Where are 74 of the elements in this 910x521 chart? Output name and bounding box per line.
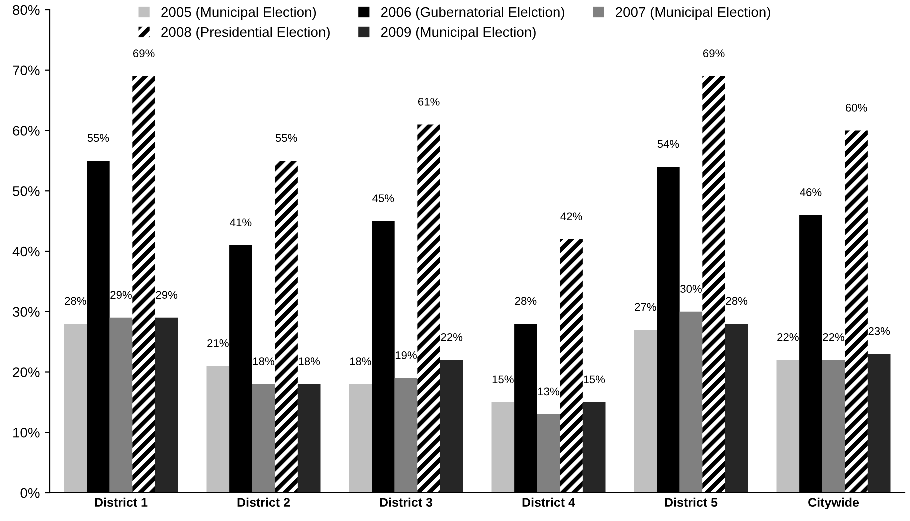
data-label: 60% xyxy=(846,104,868,112)
bar xyxy=(776,360,800,493)
bar xyxy=(132,76,156,493)
legend-label: 2008 (Presidential Election) xyxy=(162,26,330,40)
data-label: 46% xyxy=(800,188,822,196)
data-label: 21% xyxy=(208,339,229,348)
x-tick-label: District 2 xyxy=(238,498,290,508)
data-label: 29% xyxy=(110,291,132,300)
bar xyxy=(582,402,606,493)
bar xyxy=(822,360,846,493)
x-tick-label: Citywide xyxy=(808,498,860,510)
bar xyxy=(64,324,88,493)
bar xyxy=(537,414,560,493)
bar xyxy=(680,312,703,493)
data-label: 23% xyxy=(868,327,890,336)
bar xyxy=(725,324,748,493)
data-label: 22% xyxy=(441,333,463,342)
y-tick-label: 30% xyxy=(13,307,40,318)
x-tick-label: District 5 xyxy=(665,498,718,508)
y-tick-label: 70% xyxy=(13,66,40,76)
data-label: 55% xyxy=(276,134,298,142)
data-label: 69% xyxy=(703,50,725,58)
bar xyxy=(298,384,321,493)
bar xyxy=(868,354,891,493)
data-label: 45% xyxy=(372,194,394,202)
bar xyxy=(702,76,726,493)
y-tick-label: 10% xyxy=(14,428,40,438)
data-label: 18% xyxy=(350,358,372,366)
data-label: 18% xyxy=(253,358,274,366)
bar xyxy=(394,378,418,493)
legend-label: 2007 (Municipal Election) xyxy=(616,7,770,20)
x-tick-label: District 3 xyxy=(380,498,433,508)
bar xyxy=(275,160,298,493)
data-label: 15% xyxy=(492,376,514,384)
data-label: 18% xyxy=(299,358,320,366)
bar xyxy=(349,384,372,493)
data-label: 15% xyxy=(584,376,606,384)
data-label: 41% xyxy=(230,218,252,227)
data-label: 42% xyxy=(560,212,582,221)
bar xyxy=(206,366,230,493)
legend-label: 2006 (Gubernatorial Elelction) xyxy=(382,7,564,20)
data-label: 19% xyxy=(396,352,417,360)
x-tick-label: District 4 xyxy=(522,498,576,508)
bar xyxy=(110,318,133,493)
y-tick-label: 40% xyxy=(12,246,40,257)
y-tick-label: 60% xyxy=(13,126,40,136)
data-label: 29% xyxy=(156,291,178,300)
bar xyxy=(252,384,276,493)
legend-label: 2009 (Municipal Election) xyxy=(382,26,536,40)
bar xyxy=(845,130,868,493)
y-tick-label: 0% xyxy=(20,488,40,498)
x-tick-label: District 1 xyxy=(95,498,148,508)
y-tick-label: 50% xyxy=(13,186,40,196)
data-label: 28% xyxy=(65,297,86,306)
bar xyxy=(418,124,440,493)
legend-label: 2005 (Municipal Election) xyxy=(162,7,316,20)
data-label: 22% xyxy=(778,333,799,342)
data-label: 30% xyxy=(680,285,702,294)
bar xyxy=(492,402,515,493)
data-label: 69% xyxy=(133,50,155,58)
bar xyxy=(634,330,658,493)
bar xyxy=(155,318,178,493)
y-tick-label: 80% xyxy=(13,5,40,16)
data-label: 55% xyxy=(88,134,110,142)
data-label: 28% xyxy=(726,297,748,306)
data-label: 13% xyxy=(538,388,560,396)
data-label: 28% xyxy=(515,297,537,306)
data-label: 27% xyxy=(635,303,656,312)
data-label: 61% xyxy=(418,98,440,106)
data-label: 22% xyxy=(823,333,844,342)
data-label: 54% xyxy=(658,140,680,148)
bar xyxy=(440,360,464,493)
y-tick-label: 20% xyxy=(13,368,40,378)
bar xyxy=(560,239,583,493)
